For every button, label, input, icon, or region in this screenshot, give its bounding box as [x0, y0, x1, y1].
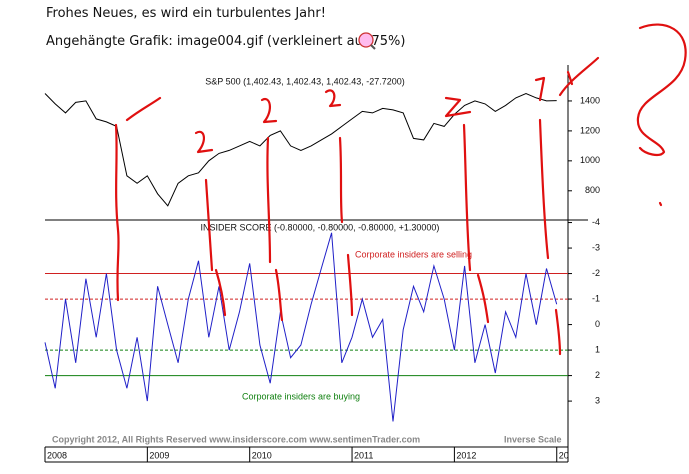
x-tick-label: 2011 [354, 450, 373, 460]
chart-title: INSIDER SCORE (-0.80000, -0.80000, -0.80… [201, 222, 440, 232]
x-tick-label: 2009 [149, 450, 169, 460]
series-line [44, 92, 557, 207]
x-tick-label: 2010 [252, 450, 272, 460]
x-tick-label: 2012 [456, 450, 476, 460]
y-tick-label: -2 [592, 268, 600, 278]
chart-title: S&P 500 (1,402.43, 1,402.43, 1,402.43, -… [205, 76, 405, 86]
y-tick-label: -1 [592, 293, 600, 303]
copyright: Copyright 2012, All Rights Reserved www.… [52, 434, 420, 444]
x-tick-label: 2008 [47, 450, 67, 460]
scale-note: Inverse Scale [504, 434, 562, 444]
zoom-icon[interactable] [358, 32, 374, 48]
zoom-handle [370, 44, 376, 50]
y-tick-label: 0 [595, 319, 600, 329]
y-tick-label: 1200 [580, 125, 600, 135]
y-tick-label: 2 [595, 370, 600, 380]
y-tick-label: -3 [592, 242, 600, 252]
y-tick-label: 3 [595, 395, 600, 405]
attachment-caption: Angehängte Grafik: image004.gif (verklei… [46, 34, 406, 49]
y-tick-label: 1000 [580, 155, 600, 165]
annotation: Corporate insiders are buying [242, 391, 360, 401]
y-tick-label: -4 [592, 217, 600, 227]
annotation: Corporate insiders are selling [355, 249, 472, 259]
y-tick-label: 1400 [580, 95, 600, 105]
post-title: Frohes Neues, es wird ein turbulentes Ja… [46, 6, 326, 21]
x-tick-label: 20 [559, 450, 569, 460]
y-tick-label: 800 [585, 185, 600, 195]
y-tick-label: 1 [595, 344, 600, 354]
annotations [114, 23, 687, 356]
series-line [44, 232, 558, 422]
